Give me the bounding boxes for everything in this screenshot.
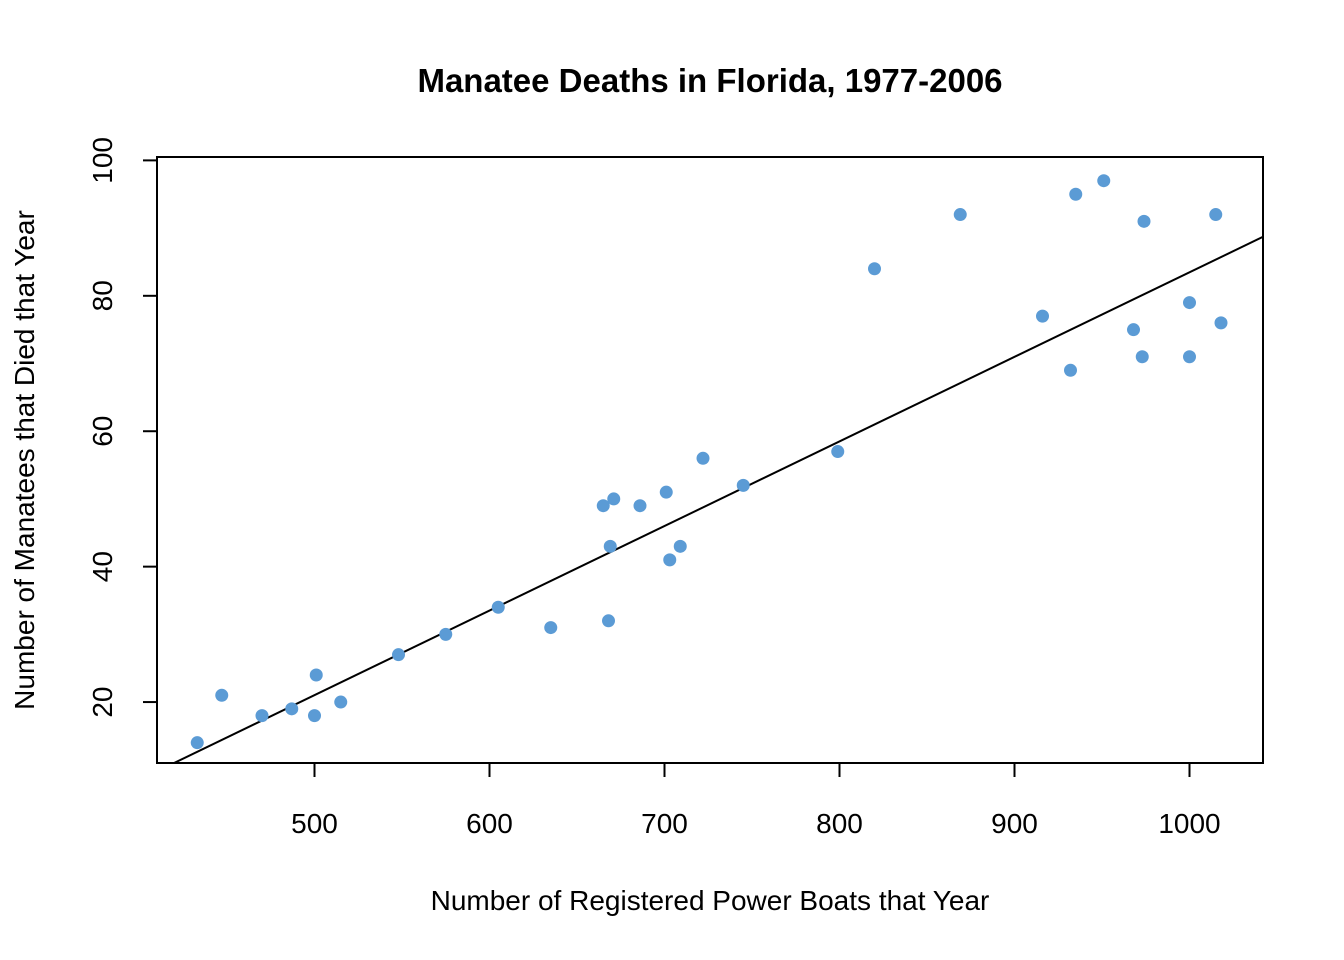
data-point: [1135, 350, 1149, 364]
data-point: [1069, 187, 1083, 201]
data-point: [491, 600, 505, 614]
x-tick-label: 800: [816, 808, 863, 839]
data-point: [439, 627, 453, 641]
data-point: [831, 445, 845, 459]
x-tick-label: 600: [466, 808, 513, 839]
chart-title: Manatee Deaths in Florida, 1977-2006: [417, 62, 1002, 99]
data-point: [603, 539, 617, 553]
y-tick-label: 100: [87, 137, 118, 184]
data-point: [190, 736, 204, 750]
x-tick-label: 900: [991, 808, 1038, 839]
data-point: [663, 553, 677, 567]
data-point: [255, 709, 269, 723]
data-point: [633, 499, 647, 513]
y-tick-label: 40: [87, 551, 118, 582]
x-tick-label: 1000: [1158, 808, 1220, 839]
data-point: [1064, 363, 1077, 377]
y-tick-label: 20: [87, 686, 118, 717]
data-point: [334, 695, 348, 709]
data-point: [285, 702, 299, 716]
data-point: [1127, 323, 1140, 337]
data-point: [1097, 174, 1111, 188]
data-point: [1183, 350, 1196, 364]
regression-line: [171, 235, 1263, 763]
data-point: [1036, 309, 1049, 323]
y-tick-label: 80: [87, 280, 118, 311]
data-point: [392, 648, 405, 662]
data-point: [659, 485, 673, 499]
data-point: [1137, 214, 1151, 228]
plot-frame: [156, 156, 1264, 764]
data-point: [1209, 208, 1223, 222]
data-point: [308, 709, 321, 723]
data-point: [736, 478, 750, 492]
y-axis: 20 40 60 80 100: [87, 137, 158, 718]
data-point: [673, 539, 687, 553]
x-axis: 500 600 700 800 900 1000: [291, 762, 1221, 839]
data-point: [1183, 296, 1196, 310]
y-axis-label: Number of Manatees that Died that Year: [9, 210, 40, 710]
data-point: [696, 451, 710, 465]
x-axis-label: Number of Registered Power Boats that Ye…: [431, 885, 990, 916]
data-point: [544, 621, 558, 635]
data-point: [953, 208, 967, 222]
data-point: [215, 688, 229, 702]
data-point: [1214, 316, 1228, 330]
points-layer: [190, 174, 1228, 750]
x-tick-label: 700: [641, 808, 688, 839]
y-tick-label: 60: [87, 416, 118, 447]
data-point: [602, 614, 615, 628]
data-point: [596, 499, 610, 513]
x-tick-label: 500: [291, 808, 338, 839]
data-point: [607, 492, 621, 506]
data-point: [868, 262, 881, 276]
data-point: [309, 668, 323, 682]
